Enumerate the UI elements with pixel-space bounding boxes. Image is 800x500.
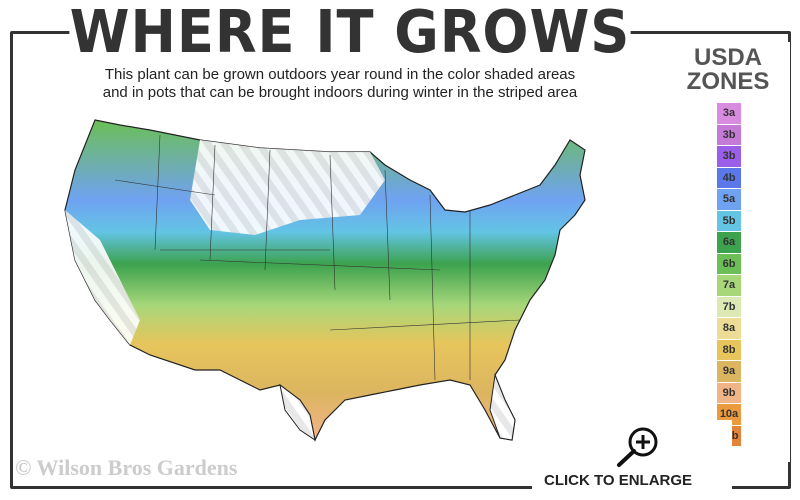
zone-swatch-4b: 4b	[717, 167, 741, 188]
legend-title-line2: ZONES	[686, 68, 770, 95]
zone-swatch-8b: 8b	[717, 339, 741, 360]
zone-swatch-9b: 9b	[717, 382, 741, 403]
zone-swatch-3a: 3a	[717, 103, 741, 124]
zone-swatch-5b: 5b	[717, 210, 741, 231]
zone-swatch-8a: 8a	[717, 318, 741, 339]
zone-swatch-7a: 7a	[717, 275, 741, 296]
striped-area-west	[65, 210, 140, 345]
subtitle-line: and in pots that can be brought indoors …	[102, 84, 578, 101]
legend-title: USDA ZONES	[673, 46, 783, 94]
page-title: WHERE IT GROWS	[69, 0, 631, 66]
zoom-in-icon	[617, 427, 658, 467]
state-borders	[114, 134, 521, 381]
enlarge-label: CLICK TO ENLARGE	[544, 472, 693, 489]
zone-swatches: 3a3b3b4b5a5b6a6b7a7b8a8b9a9b10a10b	[717, 103, 741, 447]
zone-swatch-10a: 10a	[717, 404, 741, 425]
zone-swatch-3b: 3b	[717, 146, 741, 167]
zone-swatch-9a: 9a	[717, 361, 741, 382]
copyright-watermark: © Wilson Bros Gardens	[15, 455, 238, 480]
zone-swatch-3b: 3b	[717, 124, 741, 145]
legend-title-line1: USDA	[693, 44, 762, 71]
striped-area-north	[190, 140, 385, 235]
zone-swatch-7b: 7b	[717, 296, 741, 317]
zone-swatch-6b: 6b	[717, 253, 741, 274]
subtitle: This plant can be grown outdoors year ro…	[40, 66, 640, 102]
click-to-enlarge-button[interactable]: CLICK TO ENLARGE	[532, 420, 732, 500]
striped-area-gulf	[279, 373, 516, 442]
usda-zones-legend: USDA ZONES 3a 3b 3b 4b 5a 5b 6a 6b 7a 7b 8a 8b 9a 9b 1…	[655, 42, 790, 462]
subtitle-line: This plant can be grown outdoors year ro…	[104, 66, 576, 83]
zone-swatch-6a: 6a	[717, 232, 741, 253]
zone-swatch-5a: 5a	[717, 189, 741, 210]
